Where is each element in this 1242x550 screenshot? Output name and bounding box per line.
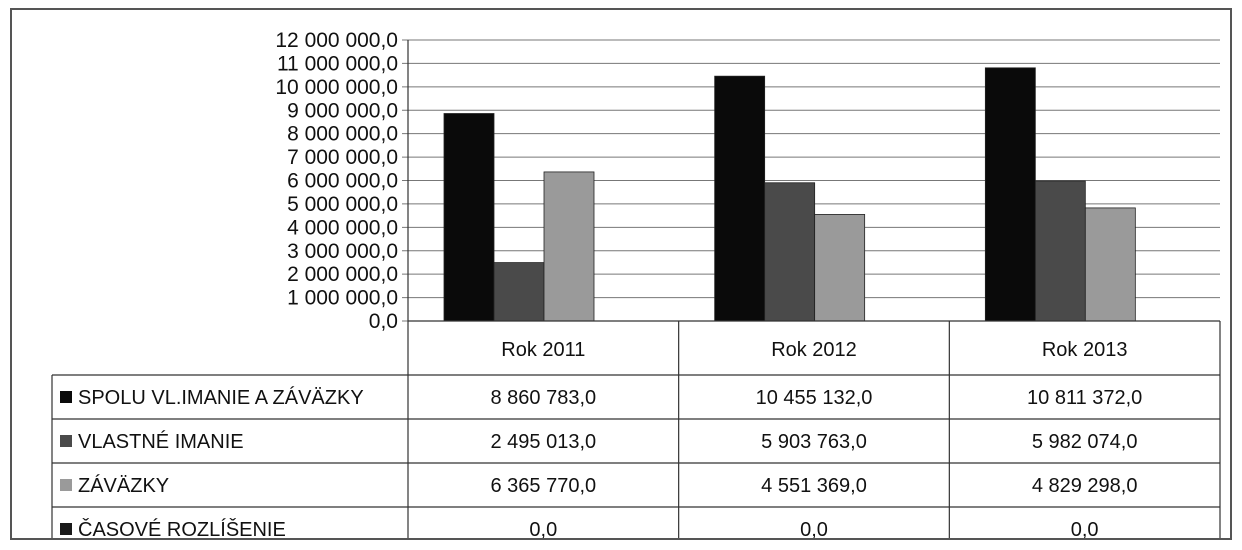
y-tick-label: 7 000 000,0	[287, 146, 398, 169]
legend-key	[60, 435, 72, 447]
bar	[714, 75, 766, 322]
y-tick-label: 12 000 000,0	[275, 29, 398, 52]
data-label: 2 495 013,0	[491, 431, 597, 453]
legend-key	[60, 523, 72, 535]
category-label: Rok 2013	[1042, 339, 1128, 361]
data-label: 0,0	[529, 519, 557, 538]
data-label: 0,0	[1071, 519, 1099, 538]
y-tick-label: 9 000 000,0	[287, 99, 398, 122]
bar	[984, 67, 1036, 322]
data-label: 10 811 372,0	[1027, 387, 1142, 409]
bar	[1034, 180, 1086, 322]
bar	[493, 262, 545, 322]
y-tick-label: 11 000 000,0	[277, 52, 398, 75]
y-tick-label: 10 000 000,0	[275, 76, 398, 99]
bar	[764, 182, 816, 322]
legend-key	[60, 391, 72, 403]
data-label: 4 829 298,0	[1032, 475, 1138, 497]
legend-label: ZÁVÄZKY	[78, 474, 169, 497]
bars	[443, 67, 1136, 322]
legend-label: VLASTNÉ IMANIE	[78, 430, 244, 453]
y-tick-label: 5 000 000,0	[287, 193, 398, 216]
data-label: 5 982 074,0	[1032, 431, 1138, 453]
data-label: 5 903 763,0	[761, 431, 867, 453]
legend-key	[60, 479, 72, 491]
chart-frame: 0,0 1 000 000,0 2 000 000,0 3 000 000,0 4 00…	[10, 8, 1232, 540]
category-label: Rok 2011	[501, 339, 585, 361]
bar	[443, 113, 495, 322]
data-table: Rok 2011 Rok 2012 Rok 2013 SPOLU VL.IMANIE …	[51, 320, 1221, 538]
legend-label: SPOLU VL.IMANIE A ZÁVÄZKY	[78, 386, 364, 409]
data-label: 8 860 783,0	[491, 387, 597, 409]
bar	[814, 214, 866, 322]
y-tick-label: 6 000 000,0	[287, 170, 398, 193]
bar	[543, 171, 595, 322]
data-label: 6 365 770,0	[491, 475, 597, 497]
category-label: Rok 2012	[771, 339, 857, 361]
bar	[1084, 207, 1136, 322]
data-label: 0,0	[800, 519, 828, 538]
data-label: 10 455 132,0	[756, 387, 873, 409]
legend-label: ČASOVÉ ROZLÍŠENIE	[78, 518, 286, 538]
y-tick-label: 4 000 000,0	[287, 216, 398, 239]
y-tick-label: 3 000 000,0	[287, 240, 398, 263]
y-tick-label: 2 000 000,0	[287, 263, 398, 286]
y-tick-label: 1 000 000,0	[287, 287, 398, 310]
y-axis-ticks: 0,01 000 000,02 000 000,03 000 000,04 00…	[275, 29, 398, 333]
data-label: 4 551 369,0	[761, 475, 867, 497]
y-tick-label: 8 000 000,0	[287, 123, 398, 146]
y-tick-label: 0,0	[369, 310, 398, 333]
bar-chart-with-data-table: 0,01 000 000,02 000 000,03 000 000,04 00…	[51, 29, 1221, 538]
